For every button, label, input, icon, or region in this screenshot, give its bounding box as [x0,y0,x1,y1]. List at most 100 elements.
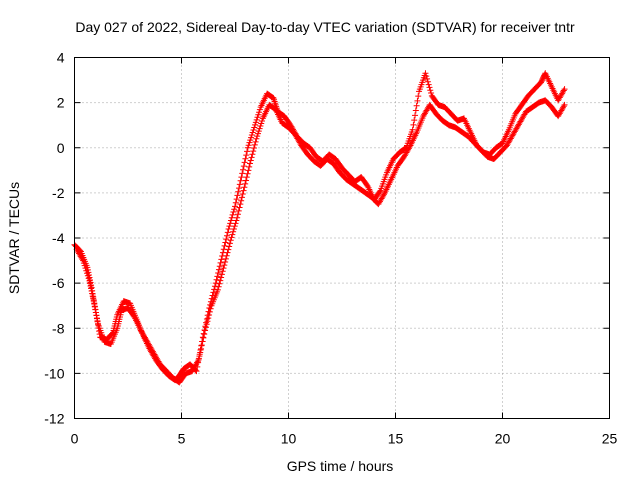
data-point [248,154,255,161]
data-point [561,101,568,108]
data-point [211,286,218,293]
data-point [80,260,87,267]
data-point [80,257,87,264]
data-point [241,159,248,166]
data-point [216,263,223,270]
x-tick-label: 10 [281,431,297,447]
data-point [560,103,567,110]
data-point [203,321,210,328]
data-point [238,197,245,204]
data-point [226,243,233,250]
data-point [197,349,204,356]
data-point [238,174,245,181]
data-point [250,148,257,155]
data-point [215,283,222,290]
data-point [81,262,88,269]
x-tick-label: 5 [178,431,186,447]
data-point [406,143,413,150]
data-point [249,129,256,136]
data-point [216,280,223,287]
chart-title: Day 027 of 2022, Sidereal Day-to-day VTE… [75,19,575,35]
data-point [195,356,202,363]
data-point [198,342,205,349]
data-point [222,258,229,265]
data-point [244,144,251,151]
y-axis-label: SDTVAR / TECUs [6,182,22,294]
data-point [94,317,101,324]
data-point [82,265,89,272]
data-point [240,187,247,194]
data-point [221,262,228,269]
data-point [256,109,263,116]
data-point [410,121,417,128]
y-tick-label: 0 [57,140,65,156]
data-point [414,97,421,104]
data-point [88,288,95,295]
data-point [425,81,432,88]
data-point [243,152,250,159]
data-point [240,163,247,170]
data-point [238,194,245,201]
data-point [259,117,266,124]
data-point [225,246,232,253]
data-point [246,139,253,146]
data-point [206,311,213,318]
data-point [256,125,263,132]
data-point [376,188,383,195]
data-point [244,148,251,155]
data-point [231,223,238,230]
y-tick-label: -6 [52,275,65,291]
data-point [93,312,100,319]
data-point [245,142,252,149]
data-point [236,204,243,211]
data-point [255,128,262,135]
data-point [87,282,94,289]
data-point [228,214,235,221]
data-point [213,276,220,283]
data-point [253,135,260,142]
data-point [249,151,256,158]
data-point [242,177,249,184]
data-point [223,252,230,259]
data-point [84,270,91,277]
data-point [256,106,263,113]
data-point [231,206,238,213]
data-point [214,286,221,293]
data-point [217,259,224,266]
data-point [415,93,422,100]
data-point [218,271,225,278]
series-2 [73,97,568,386]
data-point [226,240,233,247]
data-point [224,249,231,256]
data-point [204,318,211,325]
data-point [253,116,260,123]
y-tick-label: -2 [52,185,65,201]
x-axis-label: GPS time / hours [287,458,394,474]
y-tick-label: 4 [57,50,65,66]
data-point [232,220,239,227]
data-point [219,268,226,275]
data-point [196,353,203,360]
data-point [86,277,93,284]
y-tick-label: -10 [44,365,64,381]
data-point [246,163,253,170]
data-point [257,123,264,130]
data-point [560,87,567,94]
data-point [230,225,237,232]
data-point [207,305,214,312]
data-point [239,191,246,198]
data-point [244,170,251,177]
data-series [71,70,568,386]
data-point [214,273,221,280]
data-point [229,211,236,218]
data-point [251,141,258,148]
data-point [252,138,259,145]
data-point [246,160,253,167]
data-point [227,220,234,227]
data-point [205,315,212,322]
data-point [235,207,242,214]
data-point [413,102,420,109]
y-tick-label: 2 [57,95,65,111]
data-point [89,290,96,297]
data-point [236,185,243,192]
